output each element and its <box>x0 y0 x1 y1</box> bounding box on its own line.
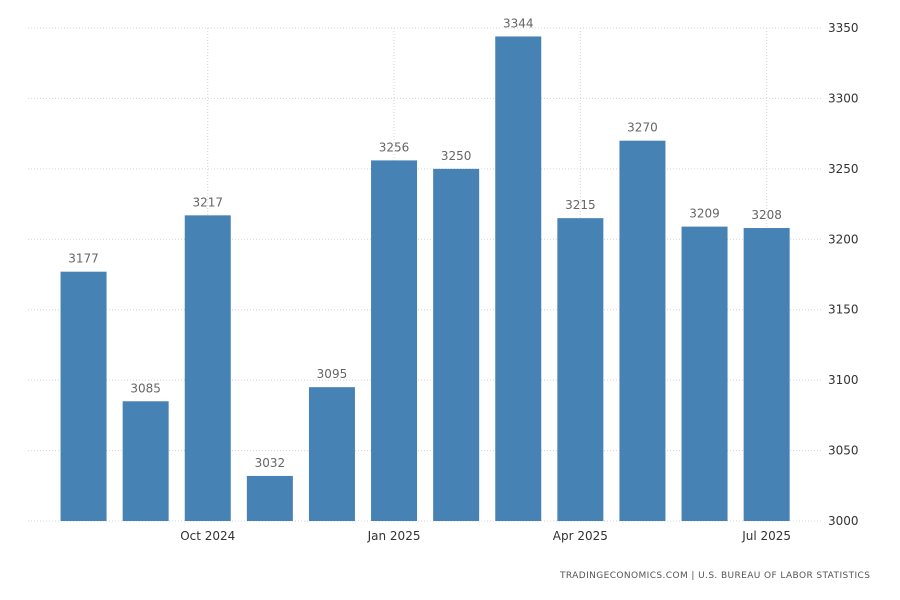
bar-value-label: 3270 <box>627 121 658 135</box>
bar <box>60 271 107 521</box>
y-axis: 3000 3050 3100 3150 3200 3250 3300 3350 <box>828 21 859 528</box>
bar <box>184 215 231 521</box>
x-axis: Oct 2024 Jan 2025 Apr 2025 Jul 2025 <box>180 529 791 543</box>
bar-value-label: 3250 <box>441 149 472 163</box>
bar <box>495 36 542 522</box>
y-tick-label: 3200 <box>828 232 859 246</box>
bar-value-label: 3256 <box>379 140 410 154</box>
bar-value-label: 3085 <box>130 381 161 395</box>
x-tick-label: Jul 2025 <box>741 529 791 543</box>
bar <box>681 226 728 521</box>
bar <box>246 475 293 521</box>
bar-value-label: 3208 <box>751 208 782 222</box>
bar-value-label: 3215 <box>565 198 596 212</box>
bar <box>743 228 790 521</box>
bar-value-label: 3032 <box>255 456 286 470</box>
bar <box>371 160 418 522</box>
value-labels: 3177 3085 3217 3032 3095 3256 3250 3344 3215 3270… <box>68 16 782 469</box>
y-tick-label: 3100 <box>828 373 859 387</box>
y-tick-label: 3300 <box>828 91 859 105</box>
y-tick-label: 3000 <box>828 514 859 528</box>
x-tick-label: Oct 2024 <box>180 529 235 543</box>
bar <box>619 140 666 521</box>
bar-value-label: 3209 <box>689 207 720 221</box>
y-tick-label: 3350 <box>828 21 859 35</box>
bar <box>122 401 169 521</box>
bar <box>433 168 480 521</box>
x-tick-label: Jan 2025 <box>367 529 421 543</box>
y-tick-label: 3050 <box>828 444 859 458</box>
x-tick-label: Apr 2025 <box>553 529 608 543</box>
y-tick-label: 3150 <box>828 303 859 317</box>
bar-value-label: 3095 <box>317 367 348 381</box>
bar <box>557 218 604 521</box>
bar <box>308 387 355 521</box>
bar-value-label: 3344 <box>503 16 534 30</box>
bar-value-label: 3177 <box>68 252 99 266</box>
y-tick-label: 3250 <box>828 162 859 176</box>
bar-value-label: 3217 <box>192 195 223 209</box>
source-credit: TRADINGECONOMICS.COM | U.S. BUREAU OF LA… <box>560 571 871 581</box>
bars <box>60 36 790 522</box>
